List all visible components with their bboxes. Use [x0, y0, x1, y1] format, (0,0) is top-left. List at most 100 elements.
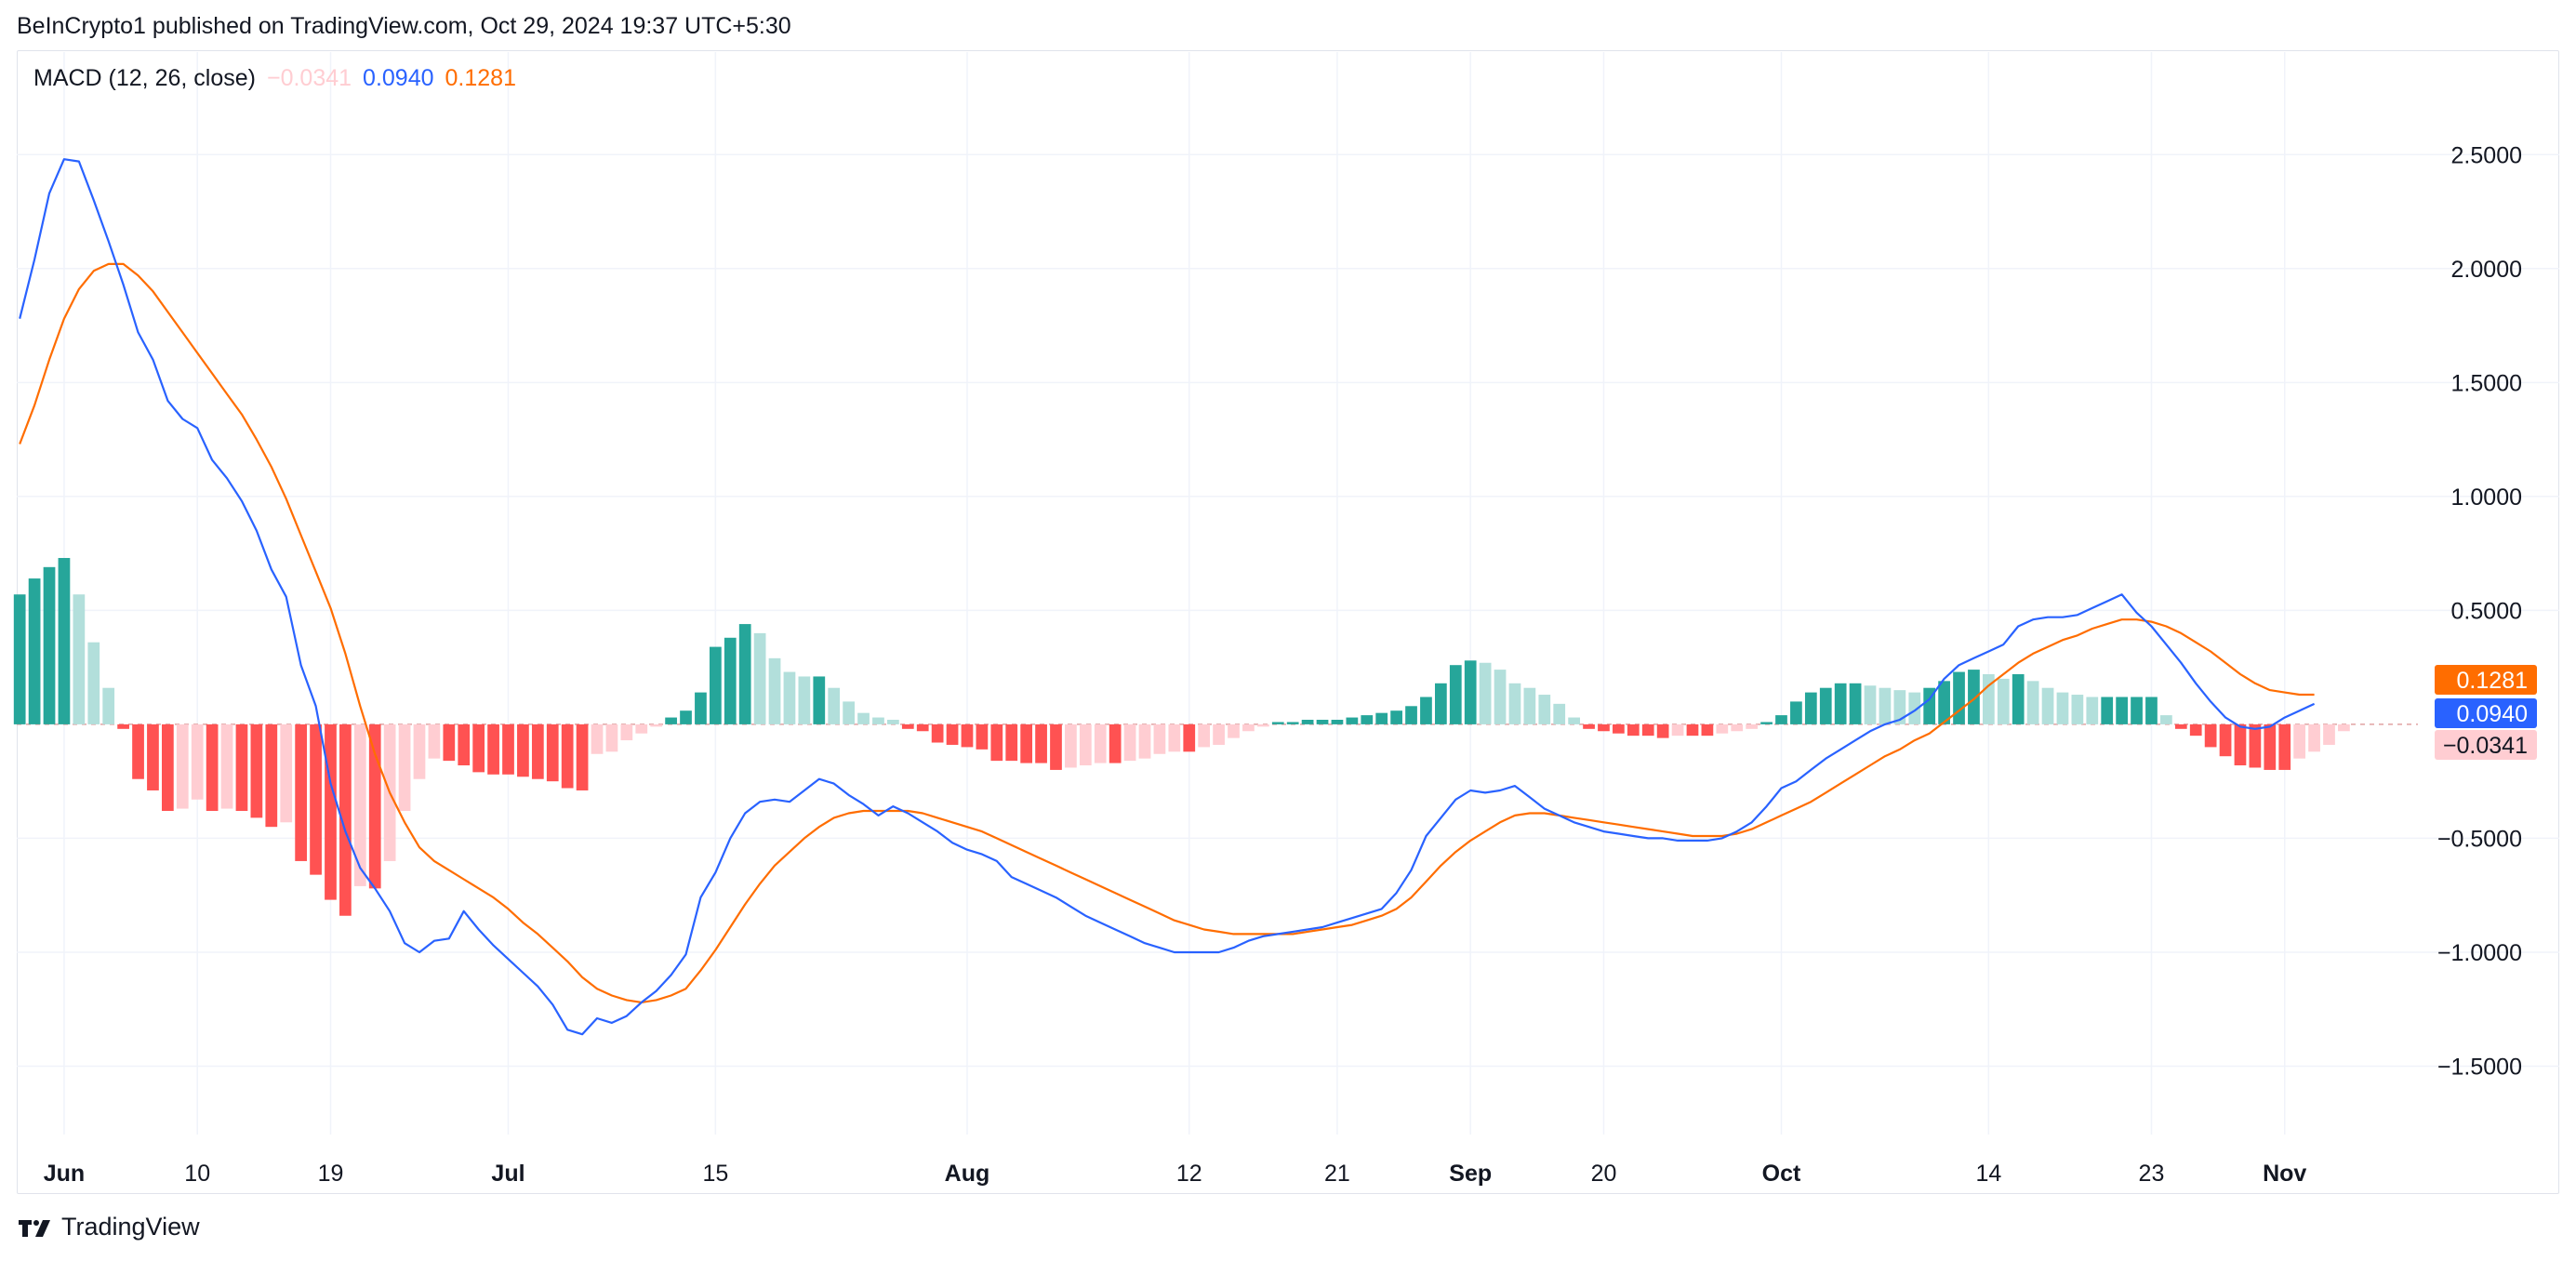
- histogram-bar: [428, 723, 441, 759]
- tradingview-logo-icon: [19, 1219, 50, 1237]
- signal-line-layer: [19, 262, 2315, 1003]
- histogram-bar: [901, 723, 914, 729]
- x-axis: Jun 10 19 Jul 15 Aug 12 21 Sep 20 Oct 14 23 Nov: [44, 1161, 2307, 1187]
- histogram-bar: [2249, 723, 2262, 768]
- histogram-bar: [2041, 687, 2054, 724]
- histogram-bar: [2264, 723, 2277, 770]
- histogram-bar: [1079, 723, 1092, 766]
- histogram-bar: [2308, 723, 2320, 752]
- histogram-bar: [2204, 723, 2217, 748]
- histogram-bar: [605, 723, 618, 752]
- tradingview-logo[interactable]: TradingView: [17, 1213, 200, 1241]
- y-tick-label: −1.0000: [2437, 940, 2522, 966]
- histogram-bar: [1449, 665, 1462, 724]
- histogram-bar: [2012, 673, 2025, 724]
- histogram-bar: [1790, 701, 1802, 724]
- histogram-bar: [176, 723, 189, 809]
- grid-lines: [17, 52, 2559, 1135]
- histogram-bar: [1671, 723, 1684, 737]
- histogram-bar: [843, 701, 855, 724]
- histogram-bar: [13, 594, 26, 724]
- histogram-bar: [1271, 722, 1284, 724]
- histogram-bar: [1390, 710, 1402, 724]
- histogram-bar: [1760, 722, 1773, 724]
- price-tag-label: 0.1281: [2457, 668, 2528, 694]
- histogram-bar: [458, 723, 471, 766]
- indicator-legend[interactable]: MACD (12, 26, close) −0.0341 0.0940 0.12…: [33, 65, 516, 92]
- y-tick-label: 1.0000: [2451, 484, 2522, 511]
- histogram-bar: [976, 723, 989, 750]
- histogram-bar: [398, 723, 411, 812]
- histogram-bar: [798, 676, 811, 724]
- histogram-bar: [1286, 722, 1299, 724]
- histogram-bar: [1731, 723, 1744, 732]
- histogram-bar: [1198, 723, 1211, 748]
- histogram-bar: [1923, 687, 1936, 724]
- histogram-bar: [265, 723, 278, 828]
- histogram-bar: [295, 723, 308, 861]
- signal-line: [19, 262, 2315, 1003]
- histogram-bar: [1094, 723, 1107, 763]
- legend-macd-value: 0.0940: [363, 65, 434, 91]
- histogram-bar: [2086, 697, 2099, 724]
- y-axis: 2.5000 2.0000 1.5000 1.0000 0.5000 −0.5000 −1.…: [2437, 142, 2522, 1080]
- histogram-bar: [1583, 723, 1595, 729]
- histogram-bar: [1716, 723, 1729, 734]
- histogram-bar: [1656, 723, 1669, 738]
- y-tick-label: 2.0000: [2451, 257, 2522, 283]
- histogram-bar: [1879, 687, 1892, 724]
- histogram-bar: [1228, 723, 1240, 738]
- tradingview-brand: TradingView: [61, 1213, 200, 1241]
- histogram-bar: [310, 723, 322, 875]
- histogram-bar: [1804, 692, 1817, 724]
- histogram-bar: [2101, 697, 2114, 724]
- price-tag: [2435, 665, 2537, 695]
- price-tag: [2435, 698, 2537, 728]
- histogram-bar: [576, 723, 589, 790]
- histogram-bar: [872, 717, 884, 724]
- x-tick-label: 14: [1975, 1161, 2001, 1187]
- histogram-bar: [472, 723, 485, 773]
- x-tick-label: 10: [184, 1161, 210, 1187]
- histogram-bar: [1183, 723, 1196, 752]
- histogram-bar: [1361, 715, 1374, 724]
- y-tick-label: 0.5000: [2451, 598, 2522, 624]
- histogram-bar: [531, 723, 544, 779]
- histogram-bar: [990, 723, 1003, 762]
- histogram-bar: [235, 723, 248, 812]
- histogram-bar: [1464, 660, 1477, 724]
- histogram-bar: [1035, 723, 1047, 763]
- histogram-bar: [1405, 706, 1417, 724]
- histogram-bar: [1864, 685, 1877, 724]
- histogram-bar: [1109, 723, 1122, 763]
- histogram-bar: [1834, 683, 1847, 724]
- x-tick-label: Sep: [1449, 1161, 1492, 1187]
- price-tag-label: 0.0940: [2457, 701, 2528, 727]
- histogram-bar: [1627, 723, 1640, 737]
- histogram-bar: [916, 723, 929, 732]
- price-tag-label: −0.0341: [2443, 733, 2528, 759]
- histogram-bar: [1968, 670, 1980, 724]
- histogram-bar: [1242, 723, 1255, 732]
- histogram-bar: [413, 723, 426, 779]
- histogram-bar: [1005, 723, 1018, 762]
- histogram-bar: [1420, 697, 1432, 724]
- histogram-bar: [635, 723, 648, 734]
- histogram-bar: [1908, 692, 1921, 724]
- histogram-bar: [1982, 673, 1995, 724]
- histogram-bar: [1819, 687, 1832, 724]
- histogram-bar: [1686, 723, 1699, 737]
- histogram-bar: [738, 624, 751, 724]
- histogram-bar: [1508, 683, 1521, 724]
- price-tag: [2435, 730, 2537, 760]
- histogram-bar: [1050, 723, 1062, 770]
- y-tick-label: 1.5000: [2451, 370, 2522, 396]
- histogram-bar: [2338, 723, 2350, 732]
- histogram-bar: [1775, 715, 1787, 724]
- x-tick-label: Nov: [2263, 1161, 2306, 1187]
- histogram-bar: [813, 676, 826, 724]
- histogram-bar: [517, 723, 529, 777]
- histogram-bar: [102, 687, 115, 724]
- histogram-bar: [1316, 720, 1329, 724]
